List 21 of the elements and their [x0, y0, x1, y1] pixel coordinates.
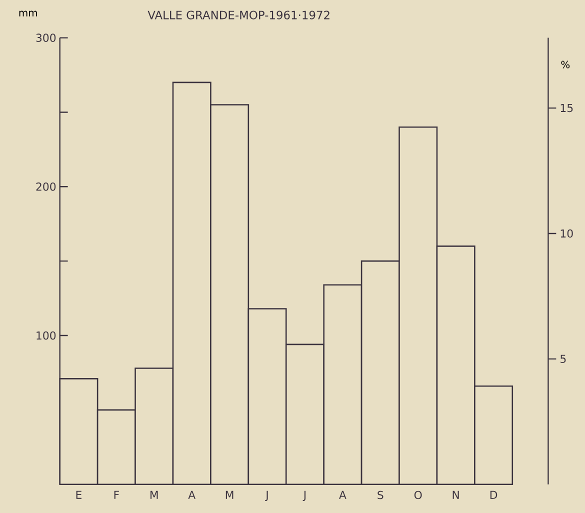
x-tick-label: M: [226, 490, 234, 499]
x-tick-label: S: [378, 490, 384, 500]
x-tick-label: O: [414, 490, 422, 500]
x-tick-label: E: [76, 490, 82, 499]
x-tick-label: M: [150, 490, 158, 499]
x-tick-label: A: [188, 490, 196, 499]
x-tick-label: N: [452, 490, 459, 499]
y-tick-label: 100: [36, 331, 56, 340]
y2-tick-label: 15: [560, 104, 573, 112]
y2-tick-label: 10: [560, 229, 573, 238]
x-tick-label: A: [339, 490, 346, 499]
x-tick-label: J: [265, 490, 268, 501]
x-tick-label: J: [302, 490, 306, 501]
y2-axis-title: %: [561, 60, 570, 68]
y2-tick-label: 5: [560, 354, 566, 363]
x-tick-label: D: [490, 490, 498, 499]
y-tick-label: 300: [36, 34, 56, 42]
x-tick-label: F: [114, 490, 119, 499]
y-axis-title: mm: [19, 10, 37, 16]
y-tick-label: 200: [36, 182, 56, 191]
chart-title: VALLE GRANDE-MOP-1961·1972: [148, 10, 330, 20]
